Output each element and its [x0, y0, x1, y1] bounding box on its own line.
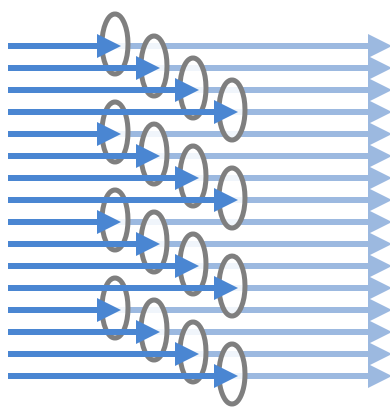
ring — [219, 344, 245, 404]
page: {} (() => { JSON.parse(document.getEleme… — [0, 0, 390, 413]
ring — [219, 80, 245, 140]
illustration — [0, 0, 390, 413]
ring — [219, 256, 245, 316]
ring — [219, 168, 245, 228]
ellipses — [102, 14, 245, 404]
